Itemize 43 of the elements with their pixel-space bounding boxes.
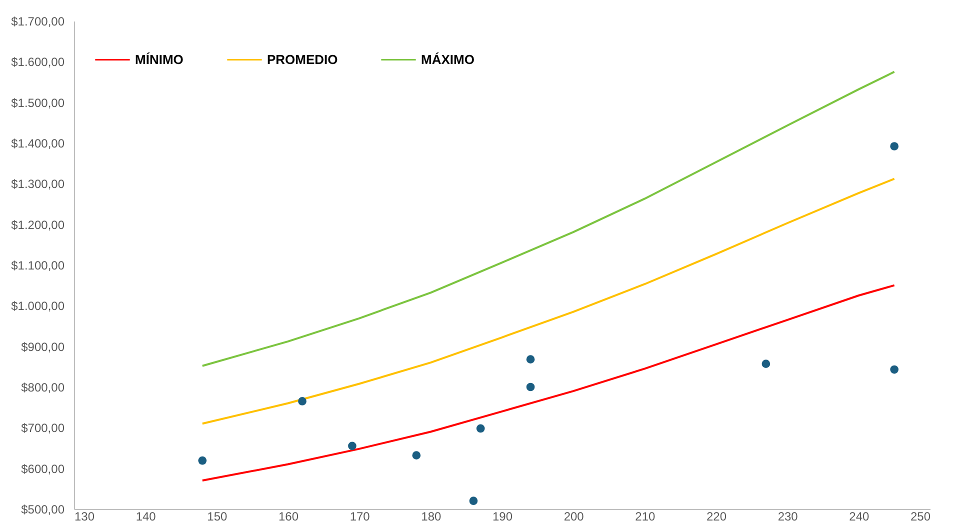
- line-series: [201, 284, 896, 482]
- x-tick-label: 250: [910, 510, 931, 524]
- y-tick-label: $1.600,00: [11, 55, 65, 70]
- y-tick-label: $1.500,00: [11, 96, 65, 110]
- x-tick-label: 180: [421, 510, 442, 524]
- y-tick-label: $1.100,00: [11, 258, 65, 272]
- x-tick-label: 140: [136, 510, 156, 524]
- point: [412, 451, 421, 460]
- point: [469, 496, 478, 506]
- x-tick-label: 160: [278, 510, 299, 524]
- point: [890, 142, 899, 150]
- point: [476, 424, 485, 433]
- legend-label: MÍNIMO: [135, 52, 184, 67]
- legend-label: PROMEDIO: [267, 52, 338, 67]
- x-tick-label: 170: [350, 510, 370, 524]
- x-tick-label: 150: [207, 510, 228, 524]
- point: [198, 456, 207, 465]
- y-tick-label: $1.000,00: [11, 299, 65, 314]
- legend-label: MÁXIMO: [421, 52, 474, 67]
- point: [526, 382, 535, 392]
- y-tick-label: $1.300,00: [11, 177, 65, 192]
- y-tick-label: $1.200,00: [11, 218, 65, 232]
- y-tick-label: $700,00: [21, 421, 65, 436]
- x-tick-label: 240: [849, 510, 870, 524]
- line-series: [201, 178, 896, 425]
- line-series: [201, 70, 896, 367]
- point: [890, 365, 899, 374]
- x-tick-label: 190: [492, 510, 513, 524]
- y-tick-label: $900,00: [21, 340, 65, 354]
- x-tick-label: 200: [564, 510, 584, 524]
- y-tick-label: $1.700,00: [11, 14, 65, 28]
- point: [526, 355, 535, 364]
- y-tick-label: $500,00: [21, 502, 65, 516]
- y-tick-label: $600,00: [21, 462, 65, 476]
- point: [762, 360, 770, 368]
- x-tick-label: 230: [778, 510, 798, 524]
- point: [348, 442, 356, 450]
- y-tick-label: $800,00: [21, 380, 65, 394]
- point: [298, 397, 306, 406]
- x-tick-label: 220: [706, 510, 727, 524]
- x-tick-label: 130: [74, 510, 95, 524]
- y-tick-label: $1.400,00: [11, 136, 65, 150]
- x-tick-label: 210: [635, 510, 656, 524]
